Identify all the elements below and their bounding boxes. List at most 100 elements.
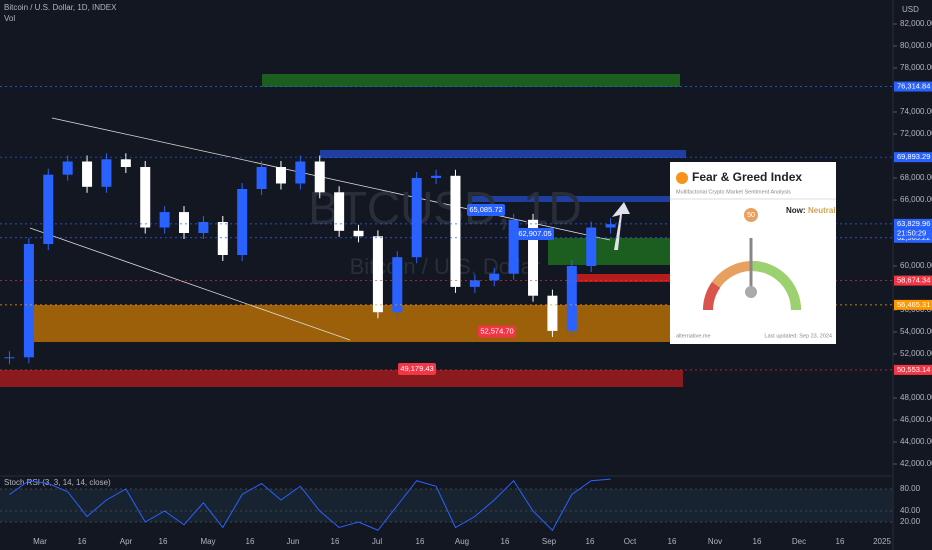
candle [120,159,131,167]
stoch-tick-label: 40.00 [900,506,921,515]
stoch-tick-label: 20.00 [900,517,921,526]
x-tick-label: Sep [542,537,557,546]
price-tag [894,81,932,92]
source: alternative.me [676,333,711,339]
price-tag [894,218,932,229]
candle [334,192,345,231]
widget-subtitle: Multifactorial Crypto Market Sentiment A… [676,189,791,195]
value-badge [744,208,758,222]
trendline [51,117,611,241]
x-tick-label: Jun [287,537,300,546]
x-tick-label: 16 [501,537,510,546]
candle [275,167,286,184]
x-tick-label: May [200,537,215,546]
y-tick-label: 82,000.00 [900,19,932,28]
zone [262,74,680,87]
y-tick-label: 44,000.00 [900,437,932,446]
price-tag-text: 63,829.96 [897,219,930,228]
x-tick-label: 16 [836,537,845,546]
x-tick-label: Apr [120,537,133,546]
y-tick-label: 78,000.00 [900,63,932,72]
x-tick-label: 16 [331,537,340,546]
widget: Fear & Greed Index Multifactorial Crypto… [670,162,836,344]
candle [469,280,480,287]
candle [159,212,170,228]
candle [237,189,248,255]
x-tick-label: 16 [753,537,762,546]
candle [431,175,442,178]
y-tick-label: 80,000.00 [900,41,932,50]
y-tick-label: 54,000.00 [900,327,932,336]
x-tick-label: Dec [792,537,806,546]
symbol: Bitcoin / U.S. Dollar, 1D, INDEX [4,3,117,12]
candle [4,357,15,359]
candle [82,161,93,187]
now: Now: [786,206,806,215]
x-tick-label: Oct [624,537,637,546]
x-tick-label: Mar [33,537,47,546]
annotation: 52,574.70 [480,327,513,336]
price-tag [894,275,932,286]
gauge [751,261,801,311]
price-tag-text: 58,674.34 [897,276,930,285]
widget-title: Fear & Greed Index [692,170,802,184]
y-tick-label: 52,000.00 [900,349,932,358]
zone [320,150,686,158]
candle [528,219,539,296]
annotation: 62,907.05 [518,229,551,238]
watermark: BTCUSD, 1D [308,182,581,234]
x-tick-label: 16 [586,537,595,546]
candle [353,230,364,237]
price-tag-text: 56,465.31 [897,300,930,309]
x-tick-label: Nov [708,537,722,546]
y-tick-label: 74,000.00 [900,107,932,116]
zone [548,238,670,265]
candle [198,222,209,233]
y-tick-label: 60,000.00 [900,261,932,270]
candle [256,167,267,189]
y-tick-label: 72,000.00 [900,129,932,138]
x-tick-label: Jul [372,537,382,546]
candle [508,219,519,274]
price-tag-text: 76,314.84 [897,82,930,91]
candle [62,161,73,175]
zone [32,305,686,342]
price-tag [894,364,932,375]
candle [450,175,461,287]
state: Neutral [808,206,836,215]
countdown-tag [894,228,932,238]
candle [43,174,54,244]
annotation: 49,179.43 [400,364,433,373]
y-tick-label: 68,000.00 [900,173,932,182]
annotation-box [478,325,516,338]
currency: USD [902,5,919,14]
x-tick-label: Aug [455,537,469,546]
candle [605,224,616,228]
candle [392,257,403,313]
x-tick-label: 2025 [873,537,891,546]
price-tag-text: 69,893.29 [897,152,930,161]
y-tick-label: 48,000.00 [900,393,932,402]
gauge [703,282,721,311]
candle [179,212,190,233]
candle [23,244,34,358]
candle [547,295,558,331]
stoch-title: Stoch RSI (3, 3, 14, 14, close) [4,478,111,487]
needle-hub [745,286,757,298]
x-tick-label: 16 [416,537,425,546]
annotation-box [467,204,505,217]
widget-value: 50 [747,212,755,219]
candle [411,178,422,258]
stoch-band [0,489,893,522]
price-tag [894,152,932,163]
annotation: 65,085.72 [469,205,502,214]
price-tag [894,299,932,310]
countdown: 21:50:29 [897,228,926,237]
candle [101,159,112,187]
y-tick-label: 46,000.00 [900,415,932,424]
candle [566,266,577,331]
zone [0,370,683,387]
x-tick-label: 16 [159,537,168,546]
